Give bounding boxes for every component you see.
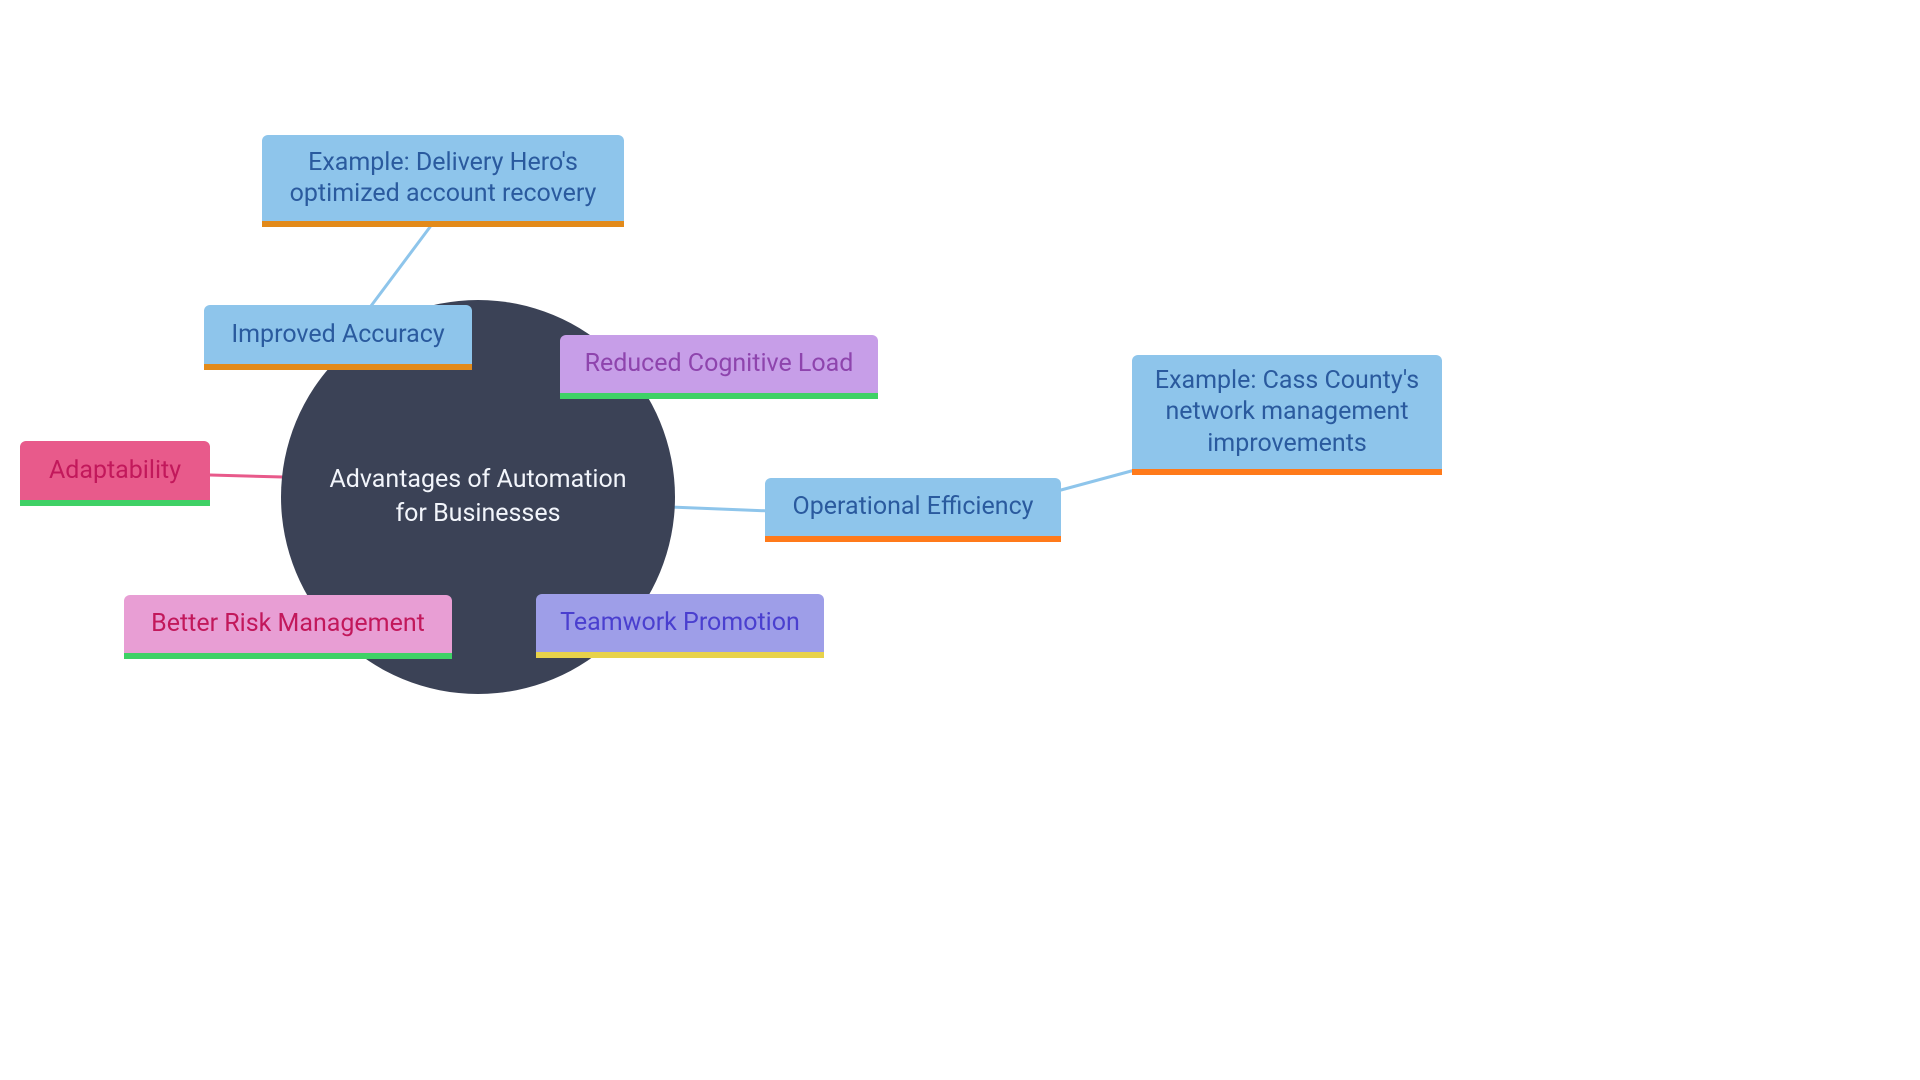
node-improved-accuracy: Improved Accuracy xyxy=(204,305,472,370)
node-example-cass-county: Example: Cass County's network managemen… xyxy=(1132,355,1442,475)
edge xyxy=(210,475,283,477)
node-label: Example: Cass County's network managemen… xyxy=(1150,365,1424,459)
node-label: Reduced Cognitive Load xyxy=(578,348,860,379)
node-adaptability: Adaptability xyxy=(20,441,210,506)
node-label: Teamwork Promotion xyxy=(554,607,806,638)
node-operational-efficiency: Operational Efficiency xyxy=(765,478,1061,542)
node-label: Example: Delivery Hero's optimized accou… xyxy=(280,147,606,210)
node-better-risk-management: Better Risk Management xyxy=(124,595,452,659)
node-reduced-cognitive-load: Reduced Cognitive Load xyxy=(560,335,878,399)
node-example-delivery-hero: Example: Delivery Hero's optimized accou… xyxy=(262,135,624,227)
node-label: Improved Accuracy xyxy=(222,319,454,350)
node-label: Operational Efficiency xyxy=(783,491,1043,522)
edge xyxy=(1061,470,1135,490)
edge xyxy=(670,507,770,511)
mindmap-canvas: Advantages of Automation for Businesses A… xyxy=(0,0,1920,1080)
node-teamwork-promotion: Teamwork Promotion xyxy=(536,594,824,658)
node-label: Better Risk Management xyxy=(142,608,434,639)
center-node-label: Advantages of Automation for Businesses xyxy=(316,463,639,531)
node-label: Adaptability xyxy=(38,455,192,486)
edge xyxy=(368,227,430,310)
